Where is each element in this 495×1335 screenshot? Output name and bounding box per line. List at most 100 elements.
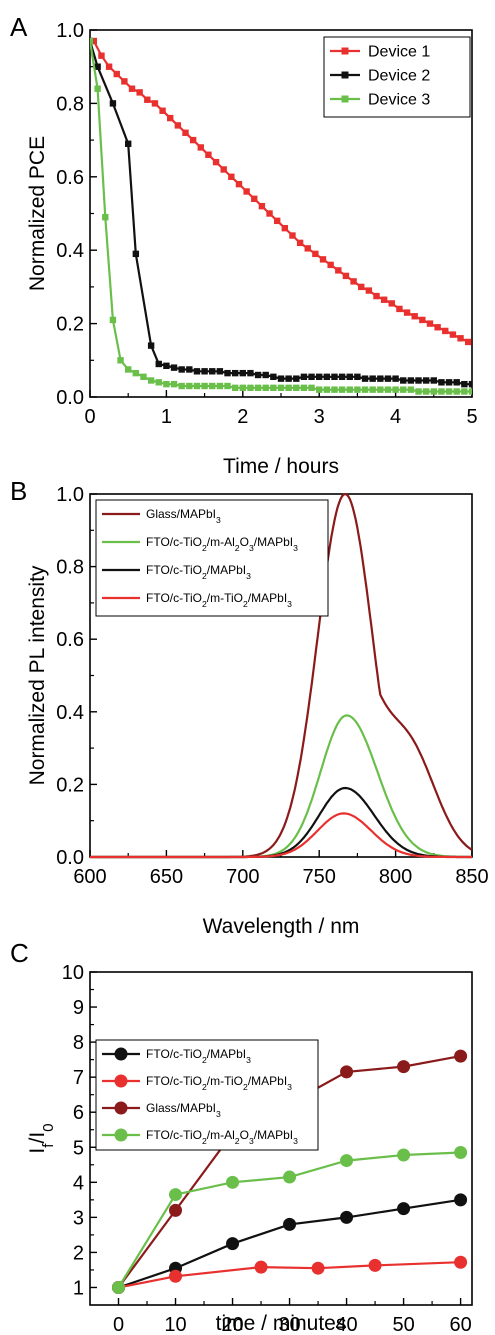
data-point [106,64,112,70]
data-point [396,306,402,312]
data-point [152,100,158,106]
data-point [397,1148,410,1161]
data-point [327,262,333,268]
data-point [283,1171,296,1184]
data-point [412,313,418,319]
series-line [90,788,472,857]
data-point [167,115,173,121]
data-point [392,386,398,392]
x-tick-label: 700 [226,866,259,888]
data-point [209,368,215,374]
data-point [270,385,276,391]
data-point [240,370,246,376]
data-point [377,386,383,392]
data-point [339,386,345,392]
data-point [454,379,460,385]
y-tick-label: 3 [73,1207,84,1229]
data-point [316,374,322,380]
data-point [217,368,223,374]
data-point [469,381,475,387]
data-point [263,372,269,378]
data-point [324,374,330,380]
x-tick-label: 0 [113,1314,124,1335]
data-point [117,357,123,363]
data-point [94,86,100,92]
data-point [450,331,456,337]
data-point [169,1270,182,1283]
data-point [354,386,360,392]
data-point [278,375,284,381]
x-axis-label: Time / hours [223,455,339,478]
chart-panel-b: B600 650 700 750 800 8500.00.20.40.60.81.0Wav… [10,476,489,938]
legend: FTO/c-TiO2/MAPbI3FTO/c-TiO2/m-TiO2/MAPbI… [96,1040,318,1150]
y-axis-label: Normalized PL intensity [26,565,49,785]
data-point [198,144,204,150]
data-point [289,232,295,238]
data-point [431,388,437,394]
data-point [320,256,326,262]
data-point [221,166,227,172]
y-tick-label: 0.6 [56,629,84,651]
data-point [224,370,230,376]
series-2 [90,788,472,857]
data-point [186,383,192,389]
data-point [469,388,475,394]
x-tick-label: 750 [303,866,336,888]
data-point [431,377,437,383]
data-point [362,375,368,381]
data-point [201,383,207,389]
data-point [156,379,162,385]
data-point [381,297,387,303]
data-point [102,214,108,220]
legend-swatch-marker [342,96,349,103]
data-point [316,386,322,392]
y-tick-label: 0.8 [56,557,84,579]
data-point [283,1218,296,1231]
legend-swatch-marker [342,72,349,79]
data-point [178,383,184,389]
x-tick-label: 0 [84,406,95,428]
legend-swatch-marker [115,1102,128,1115]
data-point [285,375,291,381]
data-point [274,218,280,224]
data-point [156,361,162,367]
data-point [331,386,337,392]
data-point [340,1065,353,1078]
y-axis-label: If/I0 [26,1123,57,1153]
y-tick-label: 5 [73,1137,84,1159]
data-point [186,366,192,372]
data-point [362,386,368,392]
data-point [331,374,337,380]
data-point [144,97,150,103]
data-point [454,1146,467,1159]
data-point [369,1259,382,1272]
y-tick-label: 0.4 [56,240,84,262]
legend-label: Device 1 [368,44,430,61]
data-point [301,374,307,380]
y-tick-label: 7 [73,1067,84,1089]
data-point [438,379,444,385]
y-axis-label: Normalized PCE [26,136,49,291]
data-point [312,1262,325,1275]
data-point [194,368,200,374]
data-point [136,89,142,95]
data-point [125,141,131,147]
panel-label: C [10,938,29,968]
data-point [392,375,398,381]
data-point [121,78,127,84]
data-point [446,379,452,385]
data-point [171,381,177,387]
data-point [251,196,257,202]
x-tick-label: 50 [392,1314,414,1335]
data-point [201,368,207,374]
data-point [415,377,421,383]
data-point [148,342,154,348]
data-point [423,388,429,394]
y-tick-label: 0.2 [56,774,84,796]
legend-swatch-marker [115,1075,128,1088]
data-point [454,1050,467,1063]
data-point [293,385,299,391]
data-point [236,181,242,187]
x-tick-label: 600 [73,866,106,888]
data-point [125,366,131,372]
